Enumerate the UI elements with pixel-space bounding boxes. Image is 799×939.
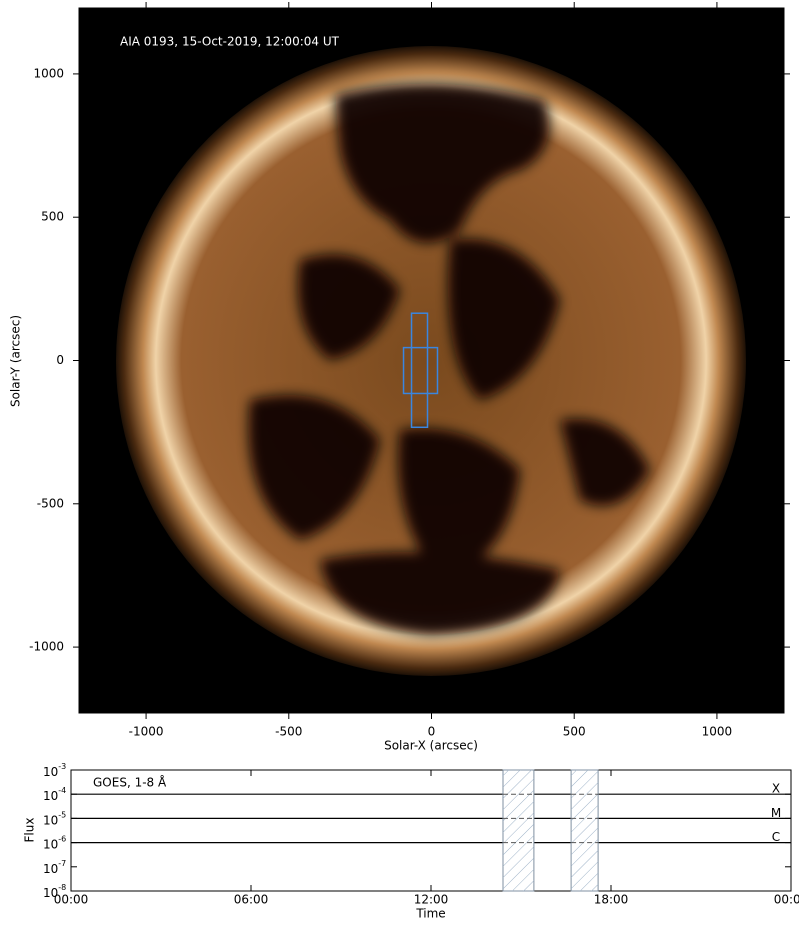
sun-disk (116, 46, 746, 676)
y-tick-base: 10 (43, 886, 58, 900)
y-tick-label: -1000 (29, 640, 64, 654)
y-tick-base: 10 (43, 837, 58, 851)
y-tick-exponent: -7 (58, 858, 66, 867)
region-box (402, 346, 439, 395)
x-tick-label: 18:00 (594, 893, 629, 907)
shaded-hatch (571, 770, 599, 891)
level-label: C (772, 830, 780, 844)
y-tick-label: 10-5 (43, 810, 66, 827)
flux-title: GOES, 1-8 Å (93, 775, 167, 790)
x-tick-label: 00:00 (54, 893, 89, 907)
coronal-holes (248, 83, 650, 635)
y-tick-label: 10-6 (43, 834, 66, 851)
y-tick-base: 10 (43, 765, 58, 779)
y-tick-exponent: -3 (58, 762, 66, 771)
y-tick-label: 10-8 (43, 883, 66, 900)
x-tick-label: -1000 (129, 725, 164, 739)
x-axis-label: Time (415, 907, 445, 921)
region-box (410, 312, 429, 429)
x-tick-label: 00:00 (774, 893, 799, 907)
y-tick-label: 10-4 (43, 786, 66, 803)
sun-image (116, 46, 746, 676)
y-tick-label: 0 (56, 353, 64, 367)
x-tick-label: 1000 (702, 725, 733, 739)
x-tick-label: 06:00 (234, 893, 269, 907)
y-tick-label: 10-3 (43, 762, 66, 779)
y-tick-base: 10 (43, 789, 58, 803)
y-tick-label: 1000 (33, 66, 64, 80)
annotation: AIA 0193, 15-Oct-2019, 12:00:04 UT (120, 35, 340, 49)
level-label: M (771, 806, 781, 820)
y-tick-exponent: -4 (58, 786, 66, 795)
y-tick-exponent: -8 (58, 883, 66, 892)
y-axis-label: Solar-Y (arcsec) (9, 315, 23, 407)
y-tick-label: 500 (41, 210, 64, 224)
y-tick-exponent: -6 (58, 834, 66, 843)
y-tick-base: 10 (43, 813, 58, 827)
x-tick-label: 500 (563, 725, 586, 739)
x-axis-label: Solar-X (arcsec) (384, 739, 478, 753)
y-axis-label: Flux (23, 818, 37, 843)
x-tick-label: 0 (428, 725, 436, 739)
x-tick-label: 12:00 (414, 893, 449, 907)
y-tick-exponent: -5 (58, 810, 66, 819)
y-tick-base: 10 (43, 861, 58, 875)
y-tick-label: 10-7 (43, 858, 66, 875)
y-tick-label: -500 (37, 496, 64, 510)
flux-frame (70, 769, 792, 892)
shaded-hatch (503, 770, 534, 891)
level-label: X (772, 782, 780, 796)
x-tick-label: -500 (275, 725, 302, 739)
